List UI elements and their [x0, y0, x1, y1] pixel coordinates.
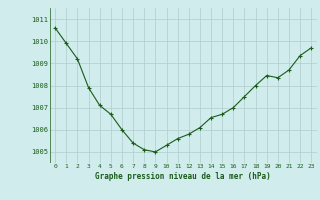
X-axis label: Graphe pression niveau de la mer (hPa): Graphe pression niveau de la mer (hPa) — [95, 172, 271, 181]
